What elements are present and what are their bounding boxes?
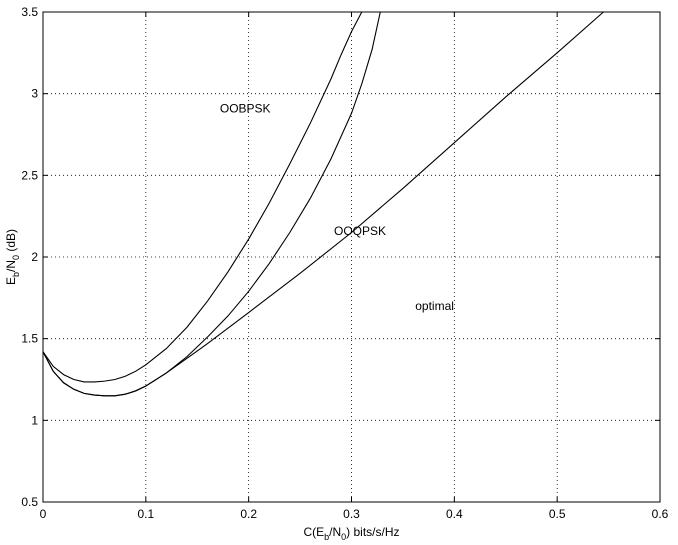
x-tick-label: 0.6 [652, 507, 669, 521]
grid-layer [43, 12, 660, 502]
y-tick-label: 1 [31, 413, 38, 427]
x-axis-label: C(Eb/N0) bits/s/Hz [303, 525, 399, 542]
series-line-ooqpsk [42, 11, 381, 397]
y-tick-label: 2.5 [21, 168, 38, 182]
x-tick-label: 0 [40, 507, 47, 521]
annotation-optimal: optimal [415, 299, 454, 313]
y-tick-label: 0.5 [21, 495, 38, 509]
x-tick-label: 0.1 [137, 507, 154, 521]
x-tick-label: 0.2 [240, 507, 257, 521]
annotation-oobpsk: OOBPSK [220, 101, 271, 115]
y-tick-label: 3.5 [21, 5, 38, 19]
y-tick-label: 3 [31, 87, 38, 101]
series-line-optimal [42, 11, 604, 397]
series-layer [42, 11, 604, 397]
x-tick-label: 0.4 [446, 507, 463, 521]
y-tick-label: 2 [31, 250, 38, 264]
x-tick-label: 0.3 [343, 507, 360, 521]
annotation-layer: OOBPSK OOQPSK optimal [220, 101, 454, 313]
annotation-ooqpsk: OOQPSK [334, 224, 386, 238]
y-tick-label: 1.5 [21, 332, 38, 346]
y-axis-label: Eb/N0 (dB) [4, 229, 21, 285]
x-tick-label: 0.5 [549, 507, 566, 521]
series-line-oobpsk [42, 11, 363, 383]
tick-layer: 0 0.1 0.2 0.3 0.4 0.5 0.6 0.5 1 1.5 2 2.5 3 3.5 [21, 5, 668, 521]
